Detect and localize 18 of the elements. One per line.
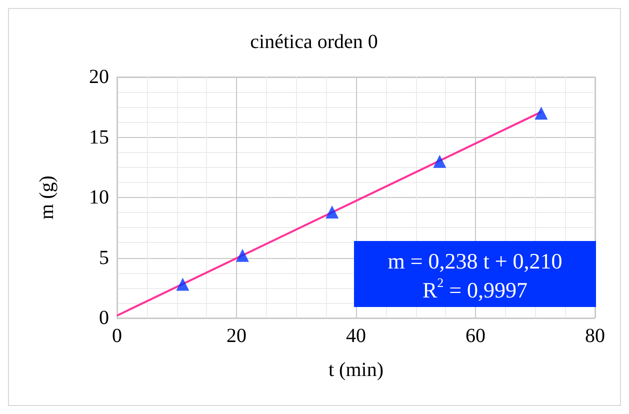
y-tick-label: 20 xyxy=(89,66,109,88)
y-tick-label: 15 xyxy=(89,126,109,148)
y-axis-title: m (g) xyxy=(36,176,58,220)
x-tick-label: 20 xyxy=(226,325,246,347)
point xyxy=(326,205,339,218)
x-tick-label: 40 xyxy=(346,325,366,347)
x-tick-label: 80 xyxy=(585,325,605,347)
point xyxy=(236,248,249,262)
x-tick-label: 60 xyxy=(466,325,486,347)
y-tick-label: 0 xyxy=(99,307,109,329)
y-tick-label: 10 xyxy=(89,186,109,208)
annotation: m = 0,238 t + 0,210 xyxy=(388,248,562,274)
chart-title: cinética orden 0 xyxy=(250,31,378,53)
point xyxy=(176,278,190,291)
x-axis-title: t (min) xyxy=(328,359,384,381)
point xyxy=(433,154,446,168)
y-tick-label: 5 xyxy=(99,246,109,269)
point xyxy=(534,106,548,120)
